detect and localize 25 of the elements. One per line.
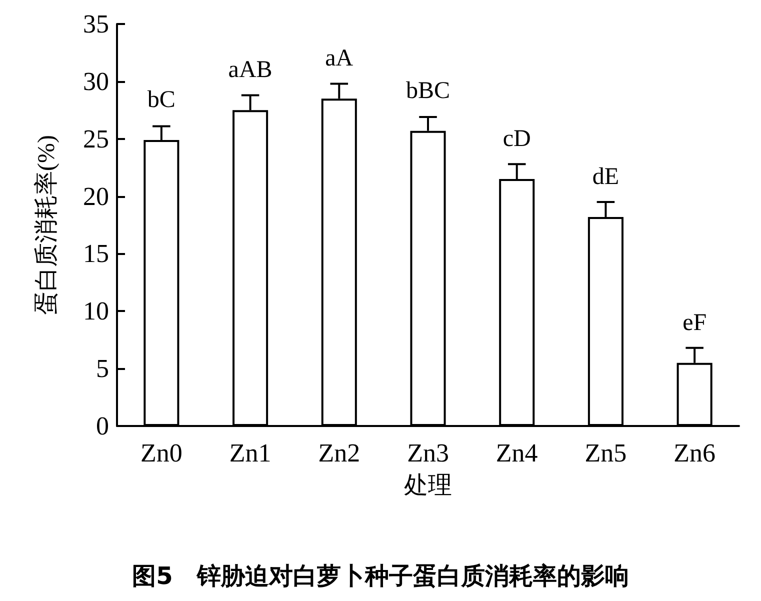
x-tick-label: Zn5 <box>584 438 627 468</box>
y-tick-label: 5 <box>96 354 109 384</box>
y-tick-label: 0 <box>96 412 109 440</box>
data-label: aAB <box>228 57 272 84</box>
y-tick-label: 30 <box>83 66 109 96</box>
x-tick-label: Zn6 <box>674 438 716 468</box>
data-label: eF <box>682 310 707 336</box>
data-label: cD <box>502 126 531 152</box>
y-axis-title: 蛋白质消耗率(%) <box>33 135 60 315</box>
data-label: aA <box>325 46 354 72</box>
x-tick-label: Zn1 <box>229 438 272 468</box>
text: 图5 锌胁迫对白萝卜种子蛋白质消耗率的影响 <box>132 562 629 590</box>
y-tick-label: 10 <box>83 296 109 326</box>
data-label: dE <box>592 164 620 190</box>
x-tick-label: Zn4 <box>496 438 538 468</box>
data-label: bBC <box>406 78 450 104</box>
data-label: bC <box>147 87 176 114</box>
x-tick-label: Zn2 <box>318 438 360 468</box>
x-tick-label: Zn0 <box>140 438 182 468</box>
x-axis-title: 处理 <box>404 473 452 499</box>
y-tick-label: 15 <box>83 239 109 268</box>
y-tick-label: 20 <box>83 182 109 211</box>
x-tick-label: Zn3 <box>407 438 449 468</box>
y-tick-label: 35 <box>83 10 109 38</box>
y-tick-label: 25 <box>83 124 109 154</box>
